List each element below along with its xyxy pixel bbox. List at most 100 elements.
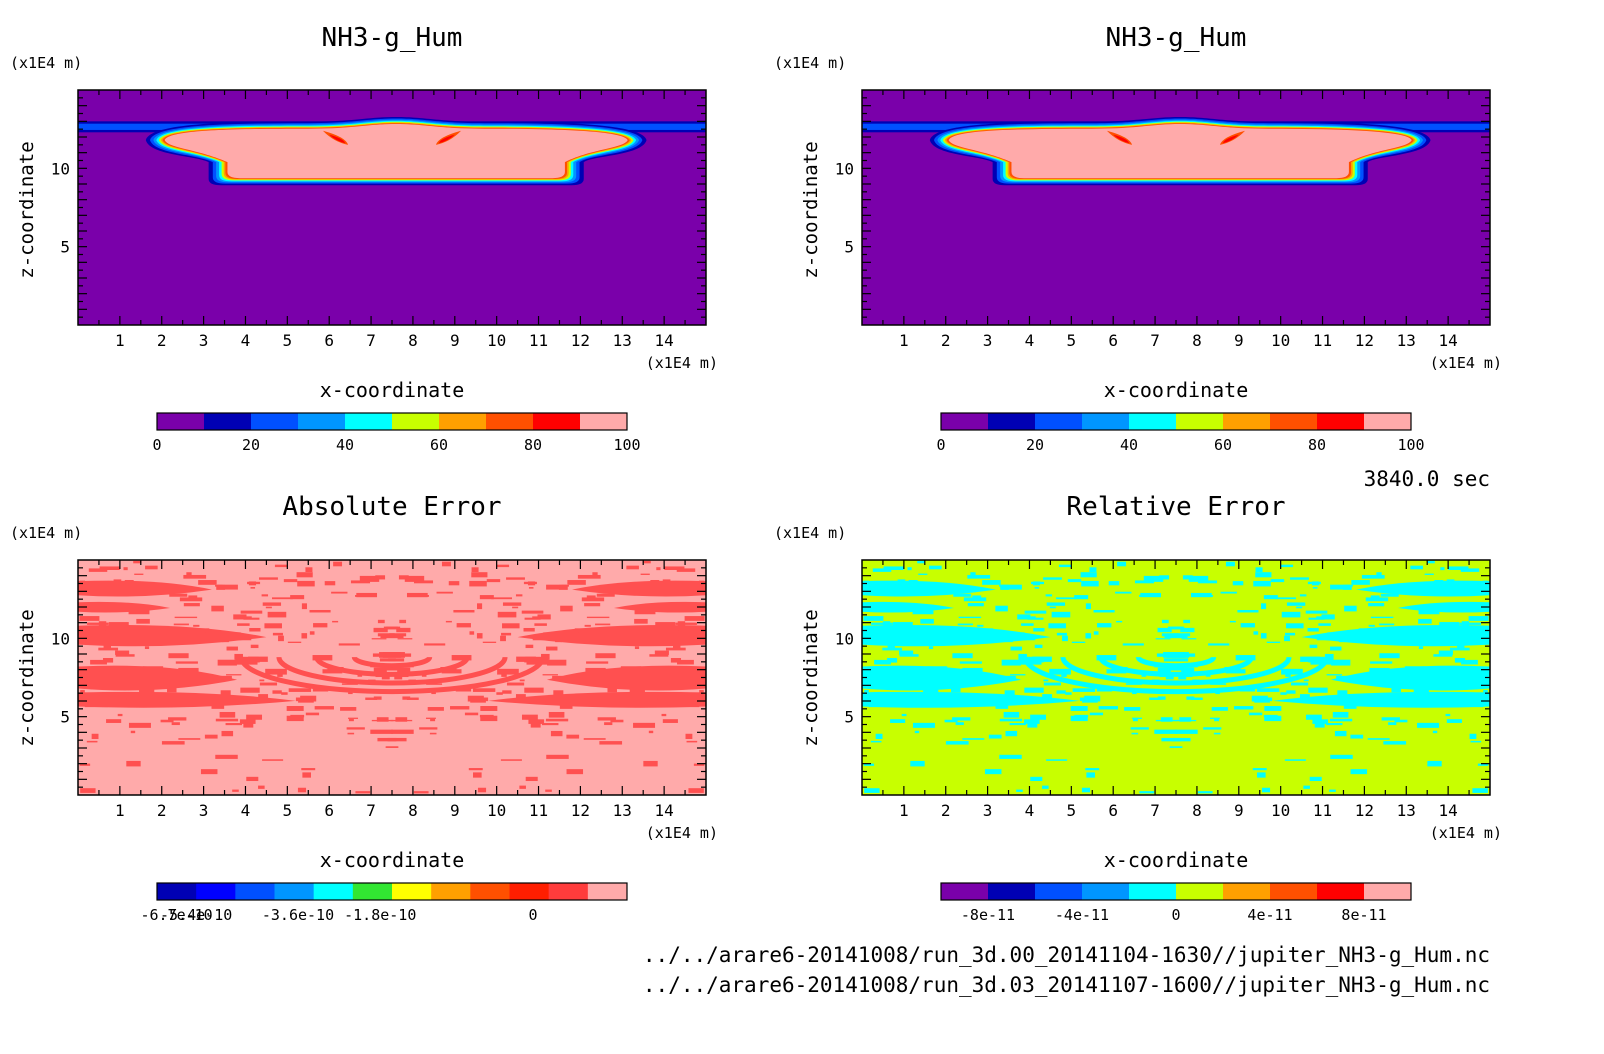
error-speckle bbox=[1275, 597, 1297, 600]
error-speckle bbox=[221, 730, 234, 737]
error-speckle bbox=[907, 567, 912, 571]
colorbar-swatch bbox=[392, 883, 432, 900]
plume-lobe bbox=[1113, 134, 1130, 144]
error-speckle bbox=[90, 659, 107, 665]
error-speckle bbox=[1260, 633, 1267, 639]
error-speckle bbox=[918, 573, 928, 575]
error-speckle bbox=[593, 586, 598, 589]
error-speckle bbox=[649, 654, 669, 657]
error-speckle bbox=[502, 602, 522, 606]
error-speckle bbox=[115, 654, 135, 657]
error-speckle bbox=[1070, 706, 1088, 711]
error-speckle bbox=[265, 606, 272, 609]
y-tick-label: 5 bbox=[60, 238, 70, 257]
error-speckle bbox=[871, 622, 893, 625]
error-speckle bbox=[1161, 633, 1179, 637]
error-region bbox=[862, 625, 1051, 647]
error-speckle bbox=[646, 701, 663, 705]
error-speckle bbox=[1202, 595, 1213, 597]
error-speckle bbox=[1132, 717, 1143, 719]
error-speckle bbox=[221, 675, 232, 680]
error-speckle bbox=[648, 730, 654, 734]
x-tick-label: 12 bbox=[1355, 331, 1374, 350]
error-speckle bbox=[1388, 722, 1397, 726]
error-speckle bbox=[950, 583, 956, 589]
error-speckle bbox=[607, 687, 617, 693]
error-speckle bbox=[640, 573, 650, 575]
plume-contour bbox=[164, 123, 628, 179]
error-speckle bbox=[995, 704, 1009, 709]
error-speckle bbox=[200, 769, 218, 775]
error-speckle bbox=[327, 666, 344, 670]
error-speckle bbox=[1131, 732, 1139, 735]
error-speckle bbox=[261, 594, 269, 597]
error-speckle bbox=[376, 717, 389, 722]
error-speckle bbox=[259, 679, 265, 682]
error-speckle bbox=[166, 583, 172, 589]
error-speckle bbox=[1460, 703, 1484, 708]
error-speckle bbox=[1130, 727, 1149, 730]
error-speckle bbox=[1264, 706, 1282, 711]
error-speckle bbox=[1257, 772, 1266, 778]
error-speckle bbox=[482, 641, 497, 643]
error-speckle bbox=[550, 730, 563, 737]
error-speckle bbox=[348, 719, 354, 722]
error-speckle bbox=[425, 717, 436, 719]
colorbar-swatch bbox=[392, 413, 440, 430]
error-speckle bbox=[519, 679, 525, 682]
error-speckle bbox=[1085, 603, 1091, 610]
error-speckle bbox=[138, 627, 149, 632]
x-tick-label: 3 bbox=[199, 331, 209, 350]
y-tick-label: 10 bbox=[835, 629, 854, 648]
error-speckle bbox=[1338, 636, 1356, 639]
error-speckle bbox=[1049, 606, 1056, 609]
error-speckle bbox=[1171, 737, 1191, 742]
colorbar-swatch bbox=[1129, 883, 1177, 900]
error-speckle bbox=[1303, 679, 1309, 682]
colorbar-swatch bbox=[157, 413, 205, 430]
error-speckle bbox=[98, 647, 119, 651]
error-speckle bbox=[1208, 643, 1230, 646]
error-speckle bbox=[441, 669, 462, 674]
error-speckle bbox=[406, 697, 419, 700]
error-speckle bbox=[1197, 791, 1213, 794]
error-speckle bbox=[1470, 740, 1482, 743]
error-speckle bbox=[560, 677, 583, 680]
error-speckle bbox=[962, 667, 983, 672]
error-speckle bbox=[592, 572, 598, 577]
error-speckle bbox=[258, 694, 269, 700]
x-tick-labels: 1 2 3 4 5 6 7 8 9 10 11 12 13 14 bbox=[115, 331, 674, 350]
y-tick-label: 5 bbox=[844, 708, 854, 727]
error-speckle bbox=[1300, 656, 1320, 662]
error-speckle bbox=[1440, 567, 1445, 571]
error-speckle bbox=[373, 696, 382, 700]
error-speckle bbox=[864, 668, 873, 673]
error-speckle bbox=[1089, 567, 1097, 573]
error-speckle bbox=[383, 626, 398, 630]
error-speckle bbox=[1350, 769, 1368, 775]
error-arc bbox=[238, 656, 546, 695]
error-speckle bbox=[1479, 668, 1488, 673]
error-speckle bbox=[626, 565, 639, 570]
error-speckle bbox=[1170, 746, 1183, 748]
error-speckle bbox=[424, 643, 446, 646]
colorbar bbox=[940, 882, 1412, 901]
colorbar-tick-label: 100 bbox=[1397, 436, 1424, 454]
error-speckle bbox=[1326, 674, 1342, 676]
error-speckle bbox=[128, 722, 151, 728]
x-tick-label: 6 bbox=[324, 801, 334, 820]
error-speckle bbox=[863, 616, 884, 621]
error-speckle bbox=[80, 788, 96, 793]
error-speckle bbox=[1175, 664, 1198, 668]
y-tick-label: 5 bbox=[60, 708, 70, 727]
error-speckle bbox=[271, 597, 293, 600]
error-speckle bbox=[249, 627, 261, 632]
error-speckle bbox=[133, 560, 141, 564]
error-speckle bbox=[301, 768, 316, 771]
error-speckle bbox=[1361, 574, 1385, 579]
colorbar-tick-label: 8e-11 bbox=[1341, 906, 1386, 924]
error-speckle bbox=[391, 729, 414, 734]
error-speckle bbox=[145, 671, 162, 678]
